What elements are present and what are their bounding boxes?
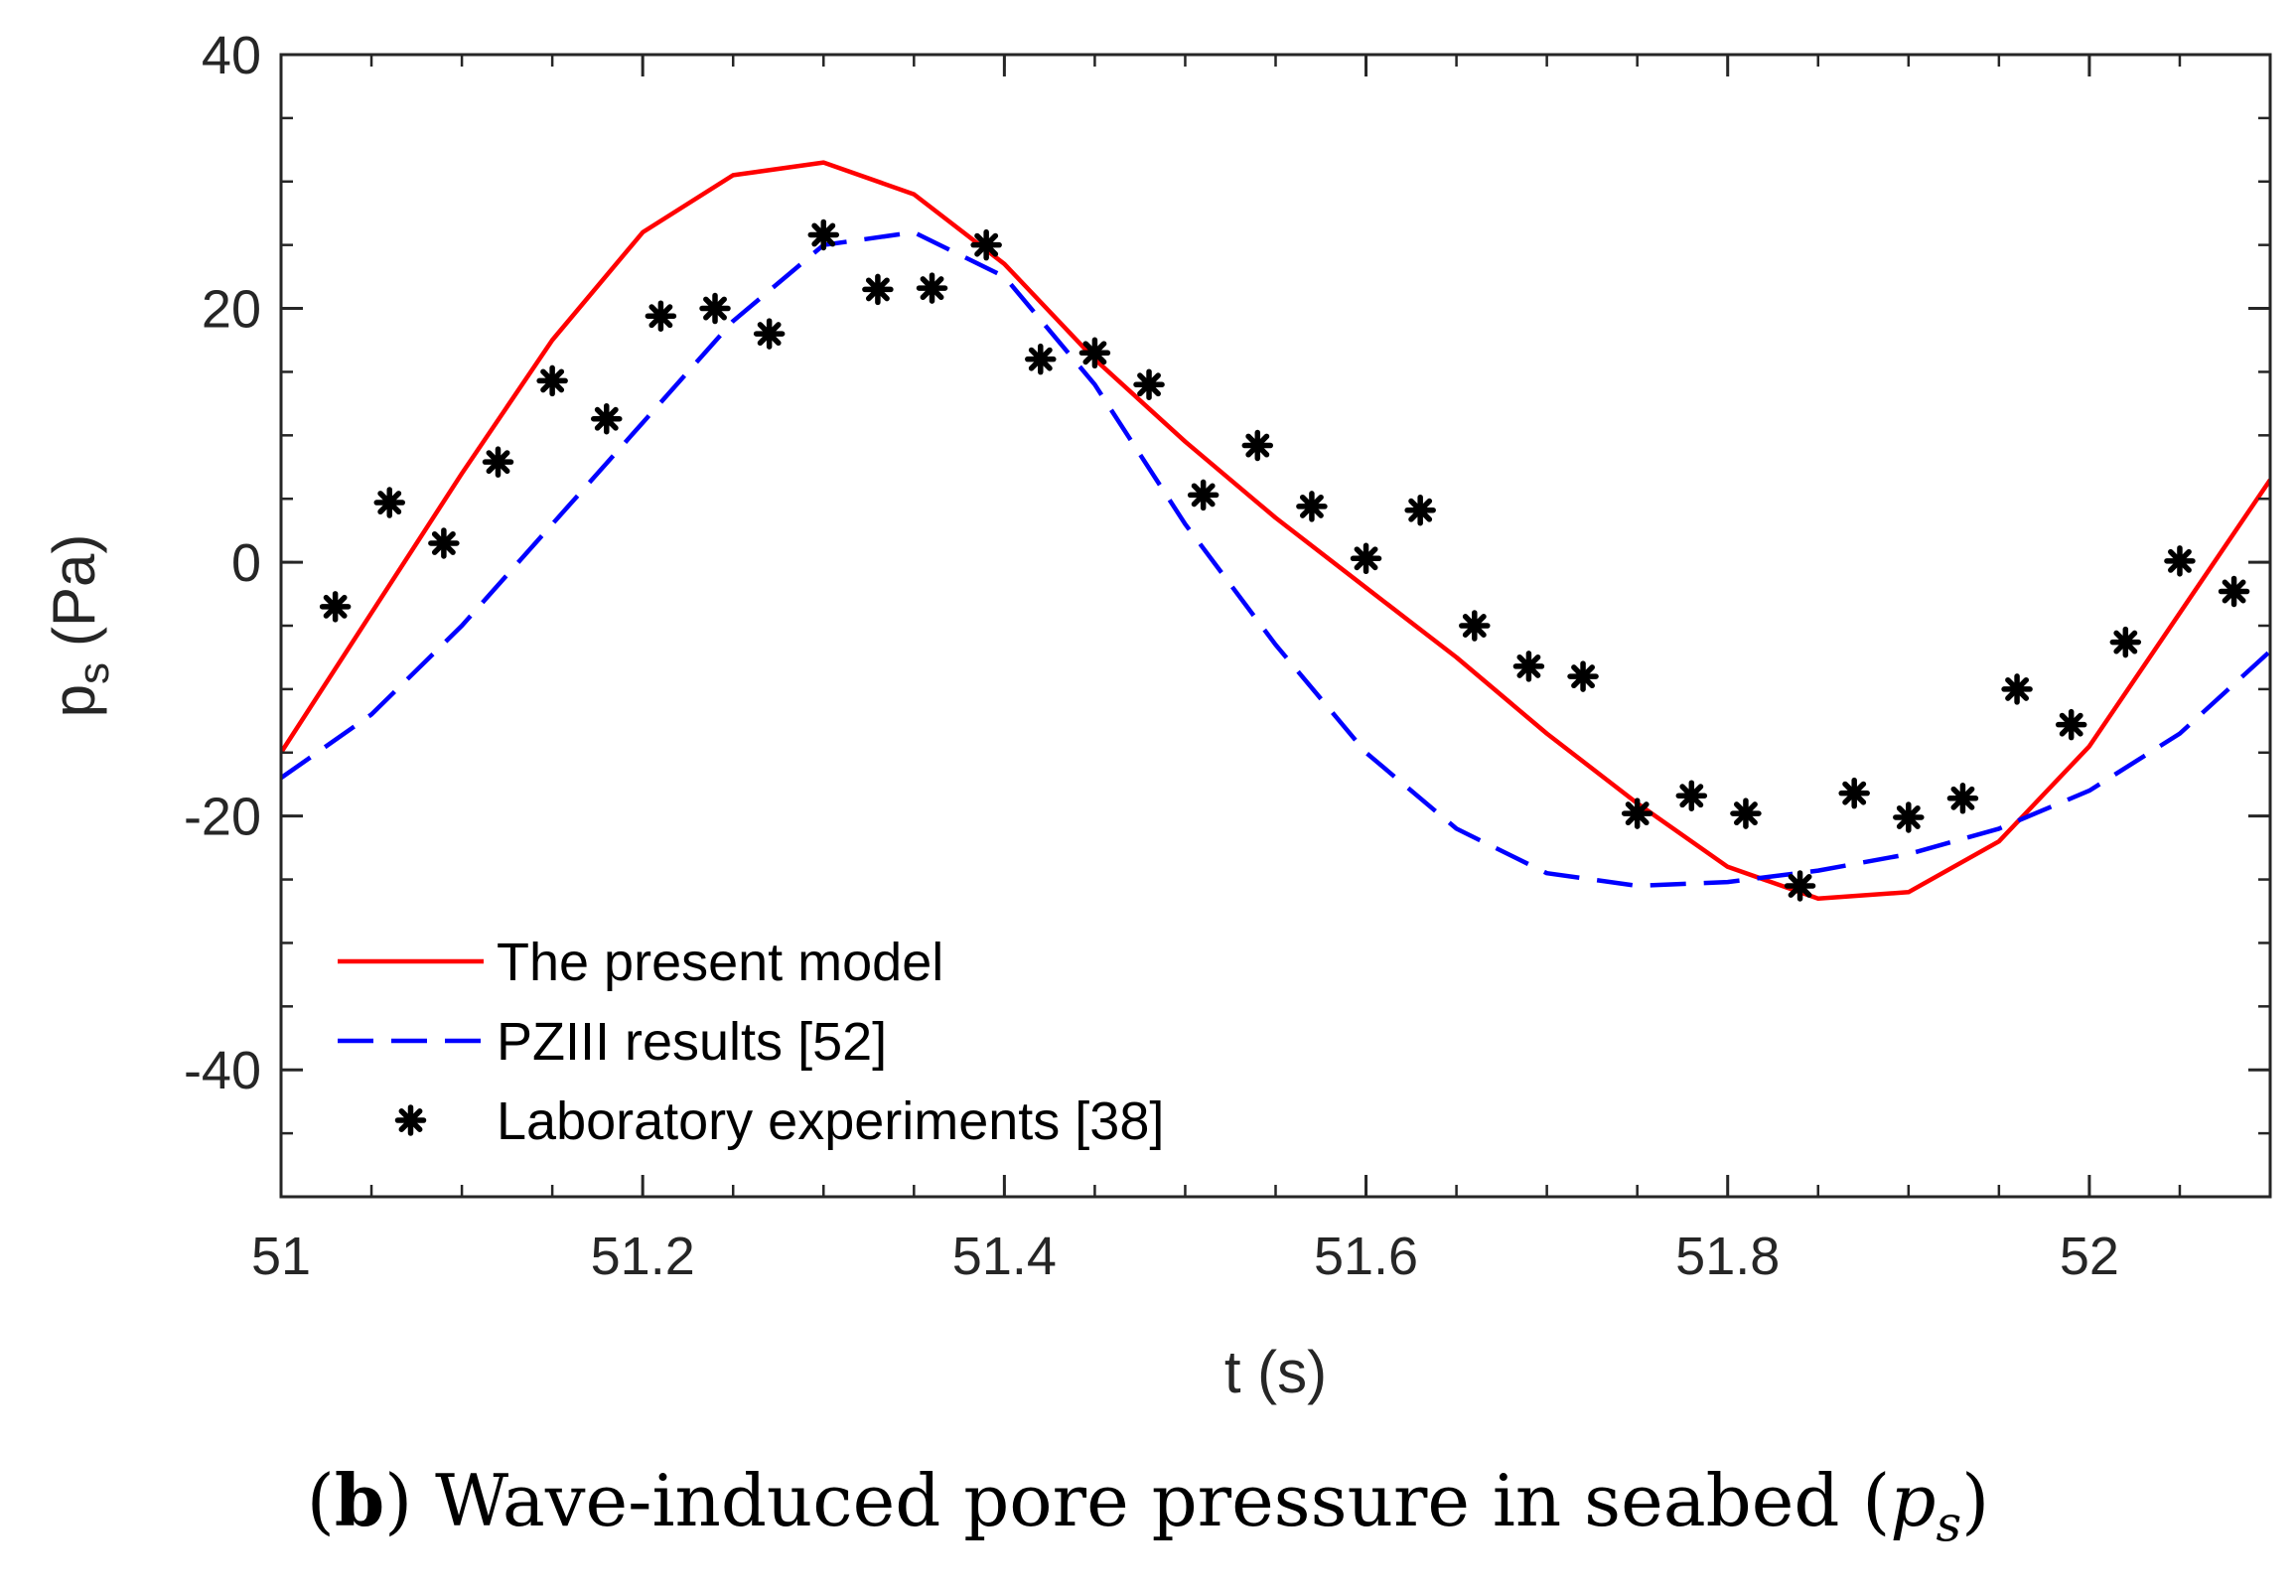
x-tick-label: 51.8 xyxy=(1675,1227,1780,1286)
lab-experiment-point xyxy=(1296,491,1328,522)
lab-experiment-point xyxy=(2001,673,2033,705)
y-tick-label: 0 xyxy=(231,533,261,593)
lab-experiment-point xyxy=(536,364,568,397)
lab-experiment-point xyxy=(1025,343,1057,375)
lab-experiment-point xyxy=(2218,575,2250,608)
present-model-line xyxy=(281,160,2270,901)
legend-label: PZIII results [52] xyxy=(497,1012,887,1072)
caption-letter: b xyxy=(334,1458,385,1542)
lab-experiment-point xyxy=(1946,783,1979,814)
lab-experiment-point xyxy=(591,402,623,435)
legend-label: The present model xyxy=(497,933,943,992)
lab-experiment-point xyxy=(482,446,514,478)
lab-experiment-point xyxy=(1621,798,1653,829)
lab-experiment-point xyxy=(1133,368,1165,400)
x-tick-label: 51.4 xyxy=(952,1227,1057,1286)
lab-experiment-point xyxy=(1893,801,1925,833)
lab-experiment-point xyxy=(699,292,731,325)
y-tick-label: 40 xyxy=(202,26,261,85)
series-layer xyxy=(281,160,2270,902)
y-tick-label: -40 xyxy=(184,1041,261,1100)
lab-experiment-point xyxy=(1404,494,1436,526)
y-axis-label-base: p xyxy=(41,684,107,717)
legend-label: Laboratory experiments [38] xyxy=(497,1091,1164,1151)
ticks-layer xyxy=(279,53,2272,1199)
lab-experiment-point xyxy=(319,591,352,623)
lab-experiment-point xyxy=(753,318,786,350)
x-tick-label: 51.6 xyxy=(1314,1227,1418,1286)
y-tick-label: -20 xyxy=(184,788,261,847)
lab-experiment-point xyxy=(862,273,894,306)
x-tick-label: 51 xyxy=(251,1227,311,1286)
x-tick-label: 52 xyxy=(2060,1227,2119,1286)
lab-experiment-point xyxy=(1459,610,1491,642)
lab-experiment-point xyxy=(916,272,948,304)
y-tick-label: 20 xyxy=(202,280,261,340)
lab-experiment-point xyxy=(2055,708,2087,741)
legend: The present model PZIII results [52] Labor… xyxy=(338,933,1164,1151)
lab-experiment-point xyxy=(807,218,840,251)
x-axis-label: t (s) xyxy=(1224,1339,1327,1405)
caption-text: Wave-induced pore pressure in seabed xyxy=(435,1459,1840,1542)
svg-text:ps(Pa): ps (Pa) xyxy=(41,534,118,718)
tick-labels-layer: 51 51.2 51.4 51.6 51.8 52 -40 -20 0 20 40 xyxy=(184,26,2119,1286)
lab-experiment-point xyxy=(1187,479,1220,511)
figure-caption: (b) Wave-induced pore pressure in seabed… xyxy=(306,1458,1990,1553)
pziii-results-line xyxy=(281,229,2270,889)
lab-experiment-point xyxy=(1675,780,1708,811)
lab-experiment-point xyxy=(2164,545,2196,577)
y-axis-label-unit: (Pa) xyxy=(41,534,107,647)
lab-experiment-point xyxy=(1784,870,1816,902)
x-tick-label: 51.2 xyxy=(591,1227,695,1286)
lab-experiment-point xyxy=(1241,429,1274,462)
lab-experiment-point xyxy=(1567,660,1599,692)
lab-experiment-point xyxy=(1512,651,1545,682)
lab-experiment-point xyxy=(1350,542,1382,575)
lab-experiment-point xyxy=(373,487,406,518)
lab-experiment-point xyxy=(1078,337,1111,369)
caption-symbol: ps xyxy=(1890,1459,1962,1553)
lab-experiment-point xyxy=(1838,777,1870,809)
lab-experiment-point xyxy=(2109,626,2142,658)
lab-experiment-point xyxy=(645,300,677,332)
lab-experiment-point xyxy=(1730,798,1762,829)
lab-experiment-point xyxy=(970,228,1002,261)
y-axis-label: ps (Pa) xyxy=(41,534,118,718)
lab-experiment-point xyxy=(428,527,460,559)
legend-marker-lab xyxy=(394,1104,427,1136)
y-axis-label-sub: s xyxy=(70,662,118,684)
